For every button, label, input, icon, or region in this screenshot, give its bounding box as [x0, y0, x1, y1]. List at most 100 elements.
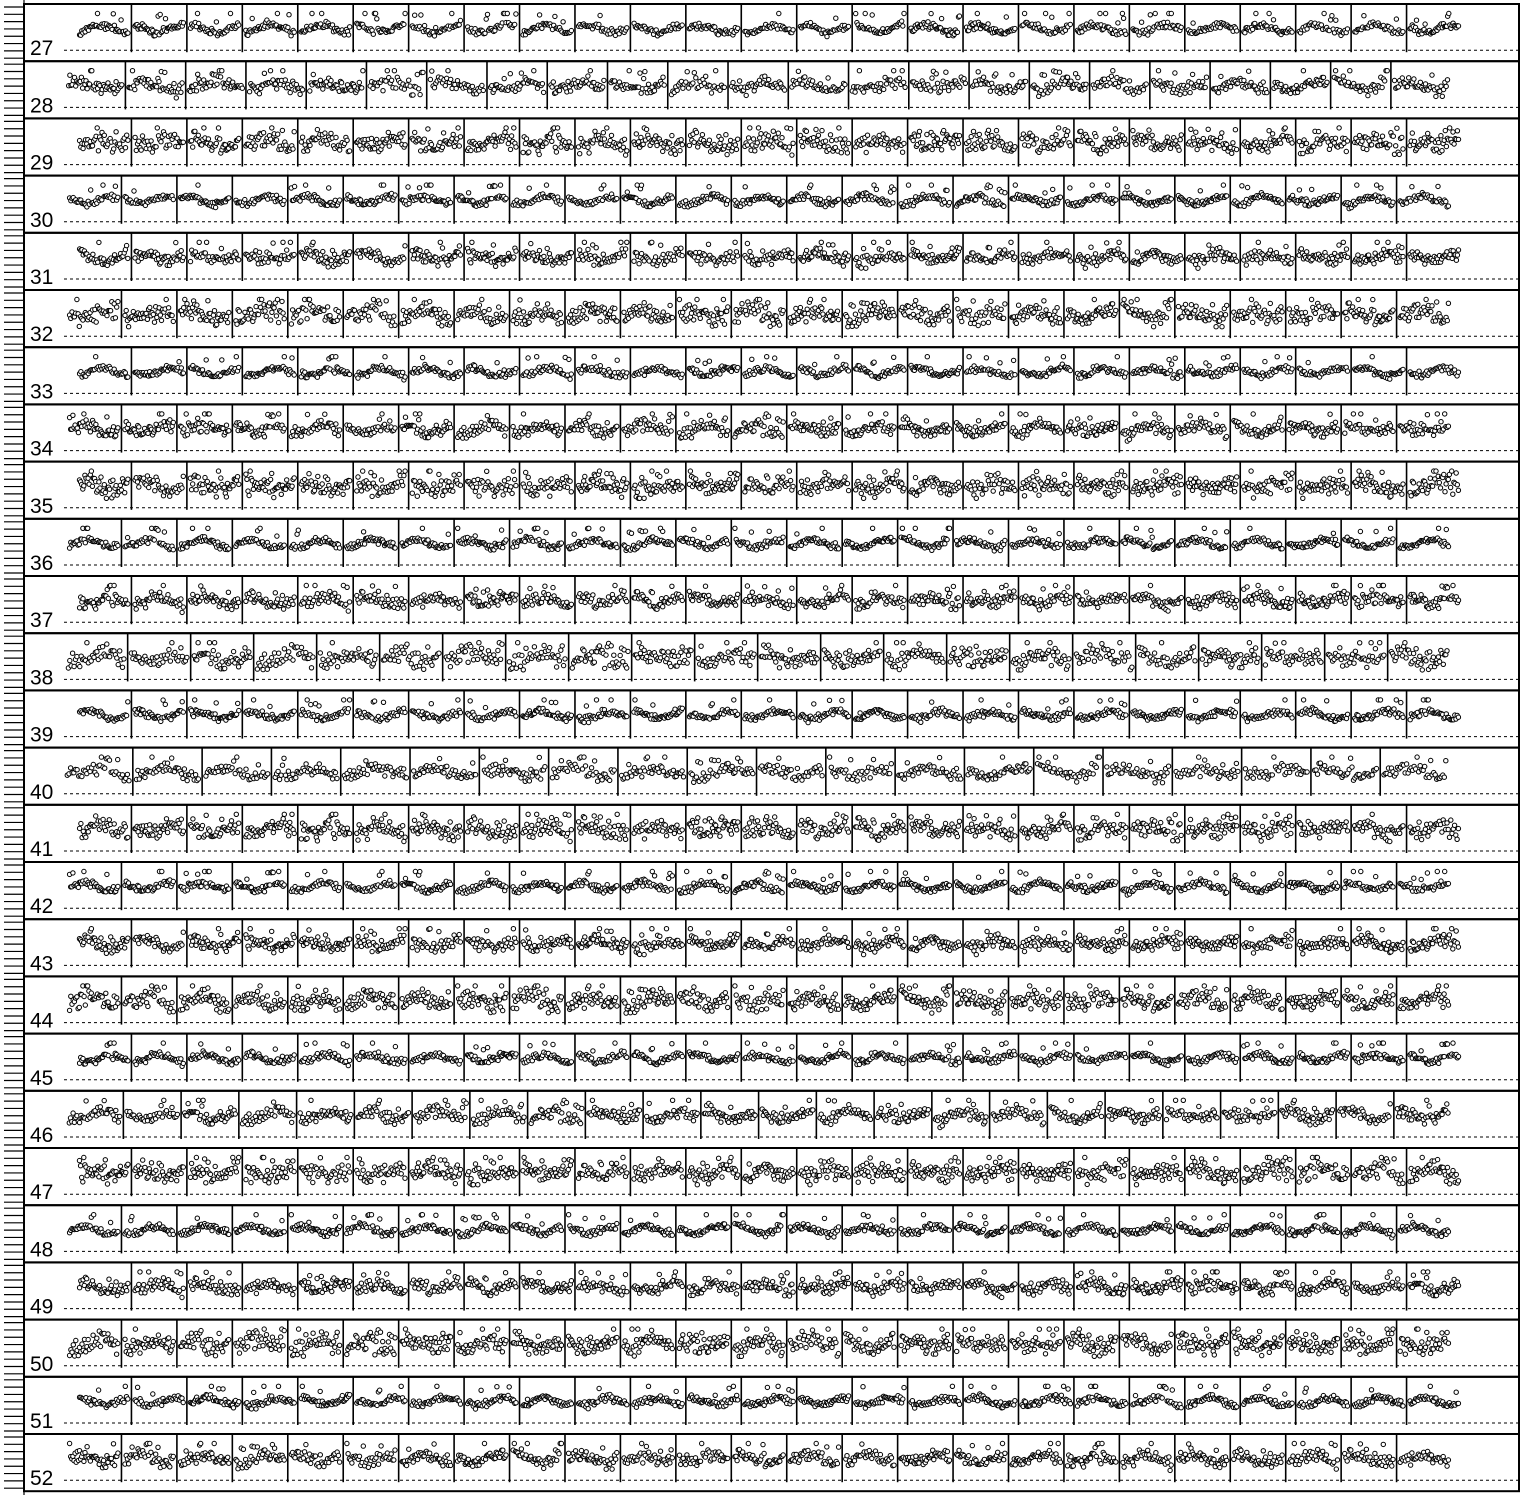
data-point	[1146, 33, 1150, 37]
data-point	[158, 12, 162, 16]
data-point	[1165, 20, 1169, 24]
panel-27-9	[520, 4, 574, 52]
data-point	[120, 83, 124, 87]
data-point	[975, 11, 979, 15]
data-point	[1271, 18, 1275, 22]
data-point	[1290, 30, 1294, 34]
panel-27-12	[686, 4, 740, 52]
data-point	[483, 31, 487, 35]
data-point	[193, 82, 197, 86]
data-point	[1250, 27, 1254, 31]
data-point	[551, 80, 555, 84]
panel-27-7	[409, 4, 463, 52]
data-point	[643, 69, 647, 73]
data-point	[181, 21, 185, 25]
data-point	[713, 25, 717, 29]
data-point	[111, 12, 115, 16]
data-point	[247, 90, 251, 94]
data-point	[318, 78, 322, 82]
data-point	[449, 77, 453, 81]
data-point	[87, 82, 91, 86]
data-point	[237, 23, 241, 27]
data-point	[402, 22, 406, 26]
data-point	[418, 92, 422, 96]
data-point	[586, 74, 590, 78]
data-point	[736, 26, 740, 30]
data-point	[737, 79, 741, 83]
data-point	[262, 71, 266, 75]
data-point	[360, 86, 364, 90]
panel-27-18	[1018, 4, 1072, 52]
data-point	[763, 74, 767, 78]
data-point	[432, 86, 436, 90]
data-point	[392, 69, 396, 73]
panel-27-15	[852, 4, 906, 52]
data-point	[929, 11, 933, 15]
data-point	[1267, 11, 1271, 15]
data-point	[709, 91, 713, 95]
data-point	[457, 23, 461, 27]
data-point	[926, 20, 930, 24]
data-point	[1050, 15, 1054, 19]
data-point	[292, 30, 296, 34]
panel-28-7	[427, 61, 486, 109]
data-point	[446, 69, 450, 73]
data-point	[722, 85, 726, 89]
data-point	[957, 14, 961, 18]
data-point	[257, 92, 261, 96]
data-point	[195, 11, 199, 15]
data-point	[339, 81, 343, 85]
data-point	[1148, 13, 1152, 17]
data-point	[288, 90, 292, 94]
data-point	[157, 79, 161, 83]
data-point	[415, 72, 419, 76]
panel-28-11	[668, 61, 727, 109]
data-point	[106, 81, 110, 85]
panel-27-13	[741, 4, 795, 52]
data-point	[421, 70, 425, 74]
data-point	[385, 69, 389, 73]
panel-28-2	[125, 61, 184, 109]
data-point	[275, 87, 279, 91]
data-point	[1401, 30, 1405, 34]
data-point	[220, 69, 224, 73]
data-point	[413, 13, 417, 17]
data-point	[902, 11, 906, 15]
data-point	[1116, 21, 1120, 25]
data-point	[403, 11, 407, 15]
data-point	[215, 82, 219, 86]
data-point	[172, 81, 176, 85]
data-point	[1319, 23, 1323, 27]
data-point	[428, 77, 432, 81]
data-point	[361, 69, 365, 73]
data-point	[112, 23, 116, 27]
data-point	[298, 92, 302, 96]
data-point	[228, 11, 232, 15]
data-point	[179, 90, 183, 94]
panel-27-23	[1296, 4, 1350, 52]
data-point	[321, 87, 325, 91]
data-point	[310, 11, 314, 15]
data-point	[514, 12, 518, 16]
data-point	[484, 17, 488, 21]
data-point	[568, 89, 572, 93]
data-point	[810, 79, 814, 83]
data-point	[642, 76, 646, 80]
data-point	[1169, 11, 1173, 15]
panel-27-19	[1074, 4, 1128, 52]
data-point	[485, 12, 489, 16]
data-point	[1067, 11, 1071, 15]
panel-27-3	[187, 4, 241, 52]
data-point	[432, 34, 436, 38]
panel-28-9	[547, 61, 606, 109]
data-point	[1191, 21, 1195, 25]
data-point	[532, 69, 536, 73]
data-point	[1124, 32, 1128, 36]
panel-27-2	[131, 4, 185, 52]
data-point	[731, 80, 735, 84]
data-point	[286, 25, 290, 29]
panel-28-5	[306, 61, 365, 109]
data-point	[180, 81, 184, 85]
data-point	[900, 19, 904, 23]
data-point	[1013, 26, 1017, 30]
